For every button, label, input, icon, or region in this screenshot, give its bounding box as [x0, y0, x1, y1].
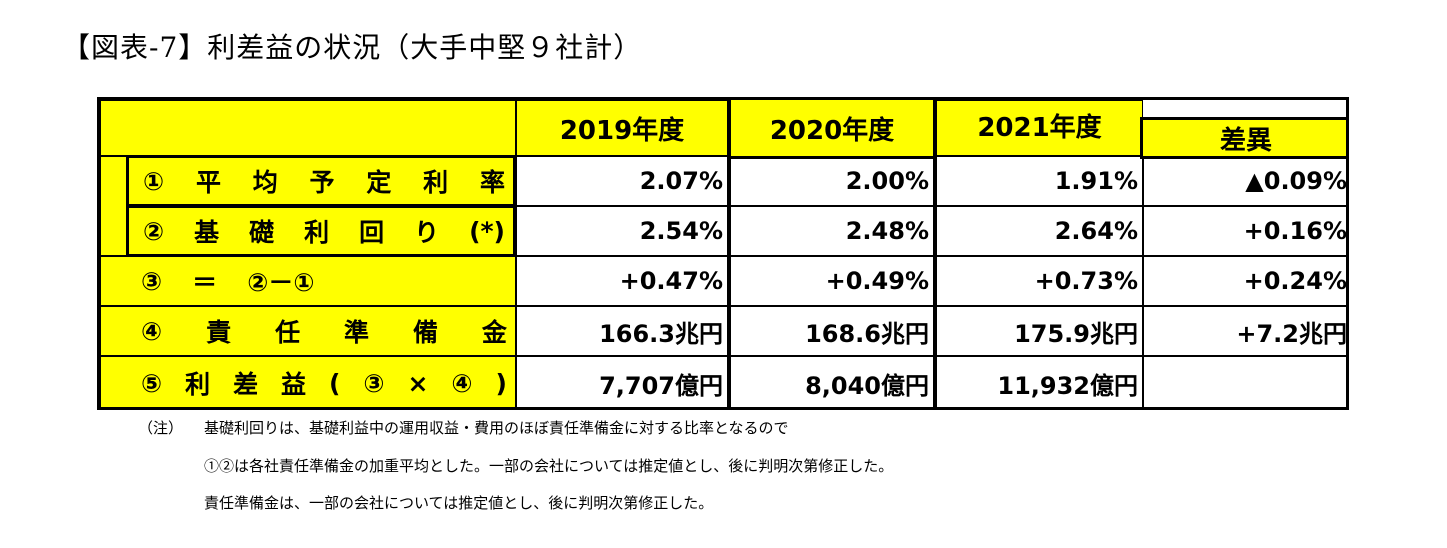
row-4-2021: 175.9兆円	[936, 306, 1143, 356]
row-5-2019: 7,707億円	[516, 356, 728, 407]
row-3-2019: +0.47%	[516, 256, 728, 306]
row-2-label: ② 基礎利回り (*)	[126, 205, 516, 257]
row-5-2020: 8,040億円	[728, 356, 936, 407]
header-2021: 2021年度	[936, 100, 1143, 156]
page-title: 【図表-7】利差益の状況（大手中堅９社計）	[62, 31, 643, 64]
row-1-2020: 2.00%	[728, 156, 936, 206]
row-1-2021: 1.91%	[936, 156, 1143, 206]
notes-prefix: （注）	[138, 419, 184, 437]
row-2-2019: 2.54%	[516, 206, 728, 256]
notes-line-2: ①②は各社責任準備金の加重平均とした。一部の会社については推定値とし、後に判明次…	[204, 457, 894, 475]
row-3-label: ③ ＝ ②－①	[100, 256, 516, 306]
row-5-diff	[1143, 356, 1346, 407]
notes-line-3: 責任準備金は、一部の会社については推定値とし、後に判明次第修正した。	[204, 494, 714, 512]
row-3-2021: +0.73%	[936, 256, 1143, 306]
row-2-2020: 2.48%	[728, 206, 936, 256]
notes-line-1: 基礎利回りは、基礎利益中の運用収益・費用のほぼ責任準備金に対する比率となるので	[204, 419, 789, 437]
row-4-diff: +7.2兆円	[1143, 306, 1346, 356]
row-4-2019: 166.3兆円	[516, 306, 728, 356]
row-5-label: ⑤ 利差益(③ × ④)	[100, 356, 516, 407]
row-1-diff: ▲0.09%	[1143, 156, 1346, 206]
row-2-diff: +0.16%	[1143, 206, 1346, 256]
row-2-2021: 2.64%	[936, 206, 1143, 256]
header-2019: 2019年度	[516, 100, 728, 156]
row-3-diff: +0.24%	[1143, 256, 1346, 306]
row-5-2021: 11,932億円	[936, 356, 1143, 407]
header-2020: 2020年度	[728, 100, 936, 159]
row-3-2020: +0.49%	[728, 256, 936, 306]
row-4-2020: 168.6兆円	[728, 306, 936, 356]
row-1-2019: 2.07%	[516, 156, 728, 206]
header-diff: 差異	[1140, 117, 1346, 159]
header-label-cell	[100, 100, 516, 156]
row-group-indent	[100, 156, 128, 256]
